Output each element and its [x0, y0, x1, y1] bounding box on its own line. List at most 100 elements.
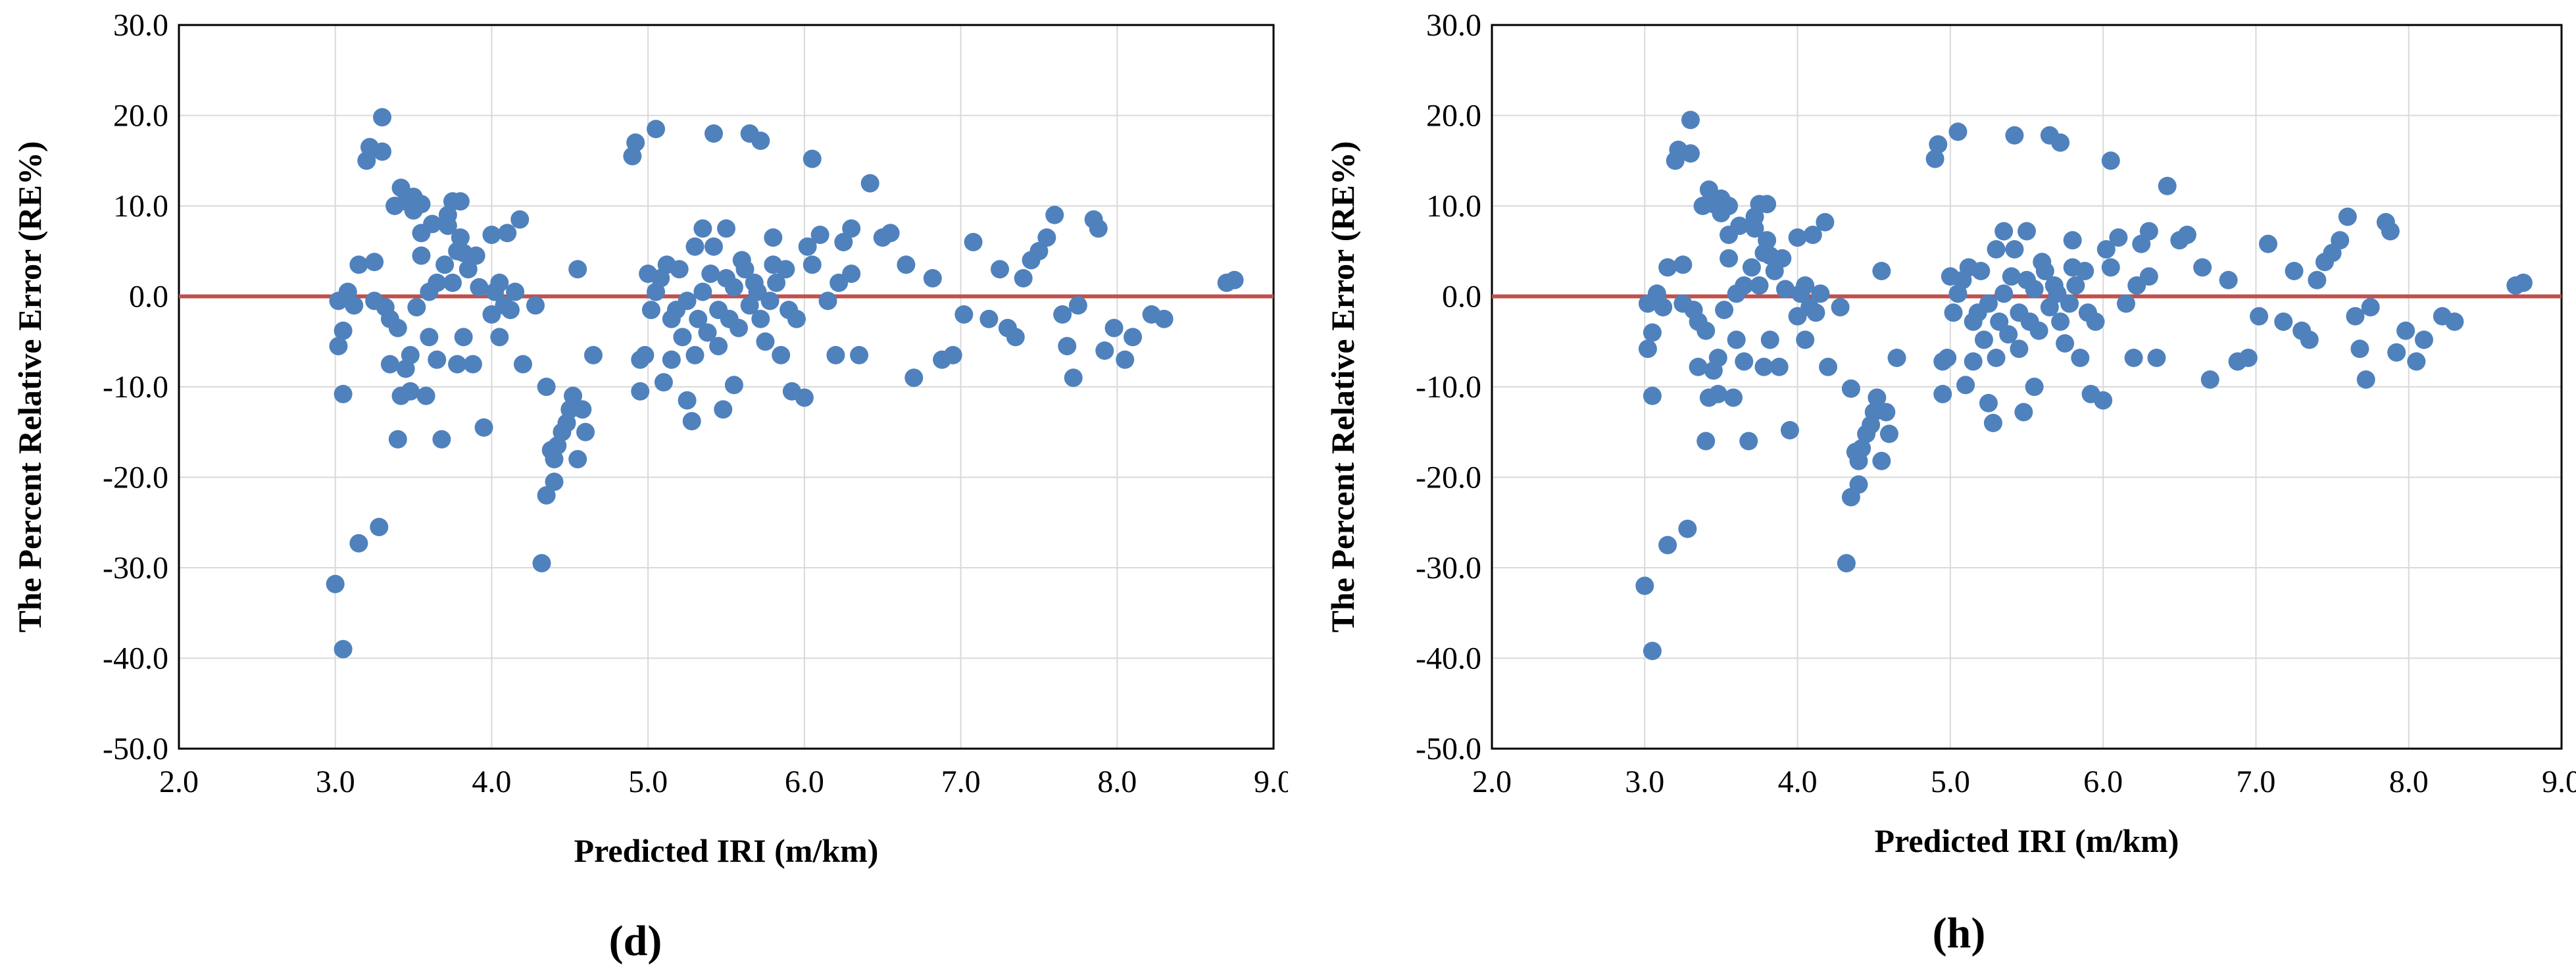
- plot-area-frame: [178, 24, 1275, 750]
- data-point: [1697, 321, 1716, 340]
- data-point: [428, 273, 447, 292]
- x-tick-label: 6.0: [785, 764, 824, 799]
- y-tick-label: -10.0: [103, 370, 168, 405]
- data-point: [1678, 519, 1697, 538]
- data-point: [2139, 267, 2158, 286]
- data-point: [682, 412, 701, 431]
- data-point: [2331, 231, 2350, 250]
- data-point: [654, 373, 673, 392]
- data-point: [704, 237, 723, 256]
- data-point: [2101, 151, 2120, 170]
- data-point: [1104, 318, 1124, 337]
- data-point: [498, 224, 517, 243]
- data-point: [803, 149, 822, 168]
- data-point: [2025, 378, 2044, 396]
- data-point: [1872, 451, 1891, 470]
- data-point: [401, 345, 420, 364]
- data-point: [964, 233, 983, 251]
- data-point: [1750, 276, 1769, 295]
- chart-panel-h: 30.0 20.0 10.0 0.0 -10.0 -20.0 -30.0 -40.0 -50.0…: [1288, 0, 2576, 971]
- x-tick-label: 9.0: [1254, 764, 1288, 799]
- data-point: [506, 282, 525, 301]
- data-point: [2361, 298, 2380, 316]
- x-axis-label: Predicted IRI (m/km): [574, 832, 879, 869]
- data-point: [1773, 249, 1792, 268]
- data-point: [2040, 298, 2059, 316]
- data-point: [693, 219, 712, 238]
- data-point: [2124, 349, 2143, 367]
- data-point: [795, 388, 814, 407]
- data-point: [1964, 352, 1983, 371]
- data-point: [689, 309, 708, 328]
- x-tick-label: 7.0: [941, 764, 981, 799]
- scatter-chart-h: 30.0 20.0 10.0 0.0 -10.0 -20.0 -30.0 -40.0 -50.0…: [1324, 8, 2576, 957]
- y-axis-label: The Percent Relative Error (RE%): [11, 141, 48, 632]
- data-point: [2346, 307, 2365, 326]
- data-point: [490, 273, 509, 292]
- data-point: [451, 192, 470, 211]
- data-point: [662, 350, 681, 369]
- data-point: [412, 195, 431, 214]
- data-point: [345, 296, 364, 315]
- data-point: [1868, 388, 1887, 407]
- data-point: [1816, 212, 1835, 232]
- data-point: [2381, 222, 2400, 241]
- data-point: [510, 210, 530, 229]
- x-tick-label: 4.0: [472, 764, 511, 799]
- data-point: [2139, 222, 2158, 241]
- data-point: [2051, 133, 2070, 152]
- data-point: [370, 518, 389, 537]
- data-point: [2274, 312, 2293, 331]
- data-point: [943, 345, 962, 364]
- data-point: [2094, 391, 2113, 410]
- data-point: [463, 355, 482, 374]
- data-point: [897, 255, 916, 274]
- data-point: [576, 422, 595, 441]
- data-point: [1006, 328, 1025, 347]
- data-point: [1681, 111, 1700, 130]
- data-point: [1739, 432, 1758, 451]
- data-point: [451, 228, 470, 247]
- data-point: [2060, 294, 2079, 313]
- y-tick-label: -40.0: [103, 641, 168, 676]
- data-point: [1872, 262, 1891, 280]
- data-point: [678, 291, 697, 311]
- y-tick-label: 20.0: [1426, 99, 1481, 134]
- data-point: [842, 264, 861, 284]
- data-point: [1037, 228, 1056, 247]
- x-axis-label: Predicted IRI (m/km): [1875, 822, 2179, 859]
- data-point: [701, 264, 720, 284]
- data-point: [1735, 352, 1754, 371]
- data-point: [673, 328, 692, 347]
- data-point: [2029, 321, 2048, 340]
- y-tick-label: -30.0: [1416, 551, 1481, 585]
- data-point: [490, 328, 509, 347]
- data-point: [1720, 249, 1739, 268]
- data-point: [751, 132, 770, 150]
- data-point: [1990, 312, 2009, 331]
- data-point: [1879, 424, 1898, 443]
- data-point: [1124, 328, 1143, 347]
- data-point: [1658, 535, 1677, 555]
- data-point: [1806, 303, 1825, 322]
- x-tick-label: 3.0: [316, 764, 355, 799]
- x-tick-label: 8.0: [1097, 764, 1137, 799]
- data-point: [1841, 379, 1860, 398]
- data-point: [1819, 357, 1838, 376]
- data-point: [2219, 270, 2238, 289]
- data-point: [860, 174, 879, 193]
- data-point: [1979, 294, 1998, 313]
- data-point: [573, 400, 592, 419]
- data-point: [388, 318, 407, 337]
- panel-caption: (h): [1933, 909, 1986, 957]
- data-point: [380, 355, 399, 374]
- data-point: [2338, 207, 2357, 226]
- data-point: [1837, 554, 1856, 573]
- data-point: [850, 345, 869, 364]
- data-point: [1064, 368, 1083, 387]
- data-points: [326, 108, 1244, 659]
- data-point: [818, 291, 837, 311]
- gridlines: [1491, 24, 2562, 749]
- data-point: [904, 368, 924, 387]
- data-point: [1933, 385, 1952, 403]
